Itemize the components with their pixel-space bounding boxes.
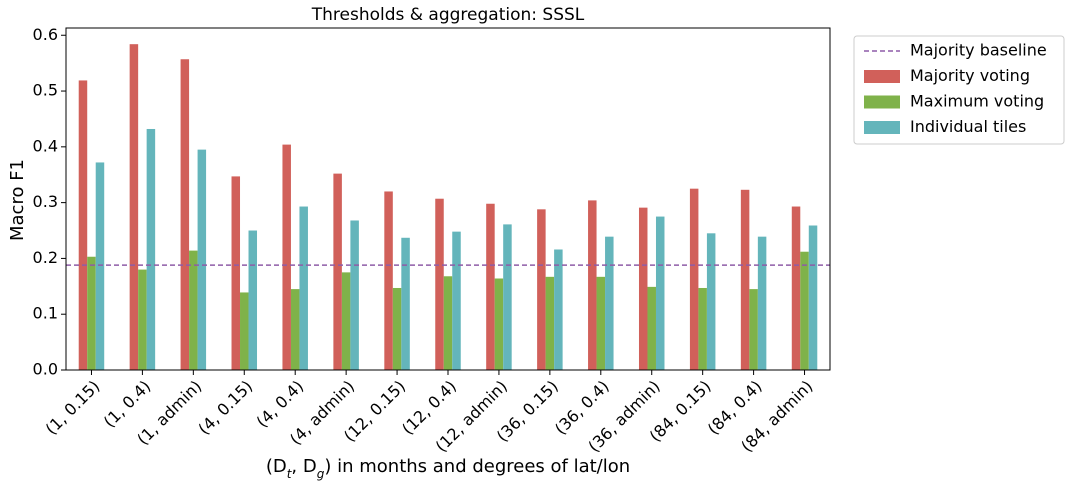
bar: [78, 80, 88, 370]
legend-box: [853, 35, 1065, 145]
y-tick-label: 0.2: [33, 248, 58, 267]
x-tick-label: (4, 0.15): [194, 377, 256, 439]
bar: [129, 44, 139, 371]
bar: [452, 231, 461, 370]
bar: [706, 233, 716, 370]
y-axis-label: Macro F1: [7, 159, 28, 241]
bar: [401, 237, 410, 370]
bar: [333, 173, 342, 370]
bar: [384, 191, 393, 370]
bar: [299, 206, 308, 370]
bar: [290, 289, 300, 370]
bar: [588, 200, 597, 370]
bar: [231, 176, 241, 370]
bar: [749, 289, 758, 370]
y-tick-label: 0.6: [33, 25, 58, 44]
bar: [698, 287, 707, 370]
bar: [189, 250, 198, 370]
bar: [545, 276, 555, 370]
bar: [248, 230, 258, 370]
chart-title: Thresholds & aggregation: SSSL: [311, 5, 585, 25]
bar: [605, 236, 614, 370]
y-tick-label: 0.3: [33, 192, 58, 211]
bar: [554, 249, 563, 370]
bar: [740, 189, 750, 370]
x-axis-label: (Dt, Dg) in months and degrees of lat/lo…: [266, 456, 630, 481]
bar: [494, 278, 504, 370]
x-tick-label: (1, 0.15): [42, 377, 104, 439]
plot-frame: [65, 27, 831, 371]
bar: [197, 149, 207, 370]
bar: [146, 128, 156, 370]
legend-swatch: [864, 121, 900, 134]
y-tick-label: 0.4: [33, 136, 58, 155]
legend-swatch: [864, 95, 900, 109]
bar: [341, 272, 351, 370]
bar: [808, 225, 818, 370]
bar: [282, 144, 291, 370]
bar: [689, 188, 699, 370]
legend-swatch: [864, 70, 900, 83]
legend-label: Maximum voting: [910, 92, 1044, 111]
bar: [537, 209, 546, 370]
bar: [647, 286, 656, 370]
bar: [350, 220, 359, 370]
y-tick-label: 0.5: [33, 81, 58, 100]
bar: [240, 292, 249, 370]
y-tick-label: 0.1: [33, 304, 58, 323]
bar: [443, 276, 453, 370]
bar: [503, 224, 512, 370]
bar: [486, 203, 495, 370]
legend-label: Individual tiles: [910, 117, 1026, 136]
bar: [180, 59, 190, 370]
legend-label: Majority voting: [910, 66, 1030, 85]
bar: [596, 276, 606, 370]
y-tick-label: 0.0: [33, 360, 58, 379]
legend-label: Majority baseline: [910, 41, 1047, 60]
bar: [95, 162, 105, 370]
bar: [138, 269, 147, 370]
bar: [435, 198, 444, 370]
bar: [791, 206, 801, 370]
bar: [757, 236, 767, 370]
bar: [638, 207, 648, 370]
bar: [800, 251, 809, 370]
bar: [392, 287, 402, 370]
bar: [655, 216, 665, 370]
bar: [87, 256, 96, 370]
